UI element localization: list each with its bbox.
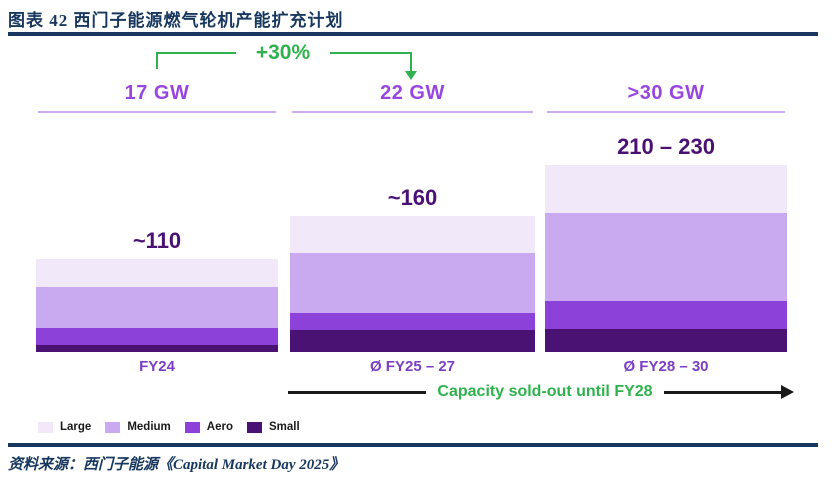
bar-total-label: ~160 [387,185,438,210]
category-label: FY24 [139,358,175,375]
title-divider [8,32,818,36]
bar-segment-medium [290,252,535,313]
bar-segment-large [290,216,535,253]
legend-item: Aero [184,421,233,433]
chart-legend: Large Medium Aero Small [38,421,300,433]
bar-segment-aero [290,312,535,330]
legend-item: Medium [105,421,171,433]
legend-item: Small [246,421,300,433]
legend-label: Large [60,421,92,433]
bar-segment-aero [545,301,787,330]
soldout-annotation: Capacity sold-out until FY28 [437,383,653,400]
stacked-bar [290,216,535,352]
bar-total-label: ~110 [132,227,182,253]
growth-bracket-left-tick [156,52,158,69]
figure-title: 图表 42 西门子能源燃气轮机产能扩充计划 [8,11,344,30]
legend-label: Medium [127,421,171,433]
capacity-header: 22 GW [380,82,445,104]
legend-swatch-icon [246,421,262,433]
legend-swatch-icon [184,421,200,433]
soldout-arrow-line-right [664,391,783,394]
growth-annotation: +30% [236,41,330,65]
category-label: Ø FY25 – 27 [369,358,456,375]
stacked-bar [36,258,278,352]
bar-segment-medium [545,212,787,302]
legend-label: Aero [206,421,233,433]
legend-item: Large [38,421,91,433]
bar-segment-large [36,258,278,287]
chart-column: 17 GW ~110 FY24 [36,82,278,376]
bar-segment-large [545,165,787,213]
bar-segment-small [290,329,535,352]
bar-segment-medium [36,286,278,329]
bar-segment-aero [36,328,278,346]
category-label: Ø FY28 – 30 [623,358,709,375]
bar-segment-small [545,329,787,352]
legend-label: Small [268,421,300,433]
bar-segment-small [36,345,278,352]
capacity-header: 17 GW [124,82,190,104]
chart-column: 22 GW ~160 Ø FY25 – 27 [290,82,535,376]
legend-swatch-icon [105,421,121,433]
down-arrow-icon [405,71,417,80]
soldout-arrow-line-left [288,391,426,394]
chart-column: >30 GW 210 – 230 Ø FY28 – 30 [545,82,787,376]
capacity-header: >30 GW [627,82,705,104]
legend-swatch-icon [38,421,53,433]
bar-total-label: 210 – 230 [617,134,715,159]
stacked-bar [545,165,787,352]
capacity-underline [38,111,276,113]
capacity-underline [292,111,533,113]
capacity-underline [547,111,785,113]
source-attribution: 资料来源：西门子能源《Capital Market Day 2025》 [8,457,345,473]
footer-divider [8,443,818,447]
right-arrow-icon [781,385,794,399]
growth-bracket-right-stem [410,52,412,72]
